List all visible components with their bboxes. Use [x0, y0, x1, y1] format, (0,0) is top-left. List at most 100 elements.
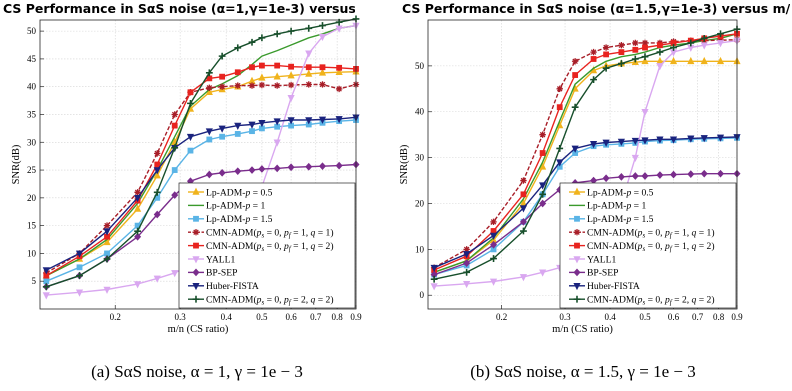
data-point — [631, 137, 639, 146]
data-point — [687, 39, 695, 47]
data-point — [171, 144, 179, 152]
y-tick-label: 50 — [27, 26, 37, 36]
data-point — [287, 27, 295, 35]
data-point — [305, 24, 313, 32]
data-point — [218, 125, 226, 133]
legend-label-part: p — [625, 201, 631, 212]
data-point — [539, 182, 547, 190]
data-point — [153, 275, 161, 283]
data-point — [700, 135, 708, 143]
data-point — [520, 191, 527, 198]
data-point — [700, 42, 708, 50]
series-line — [433, 136, 738, 269]
y-tick-label: 30 — [27, 137, 37, 147]
data-point — [602, 44, 610, 51]
legend-entry: CMN-ADM(ps = 0, pf = 2, q = 2) — [188, 295, 334, 307]
legend-label-part: = 2) — [696, 241, 714, 252]
legend-label-part: s — [642, 299, 645, 307]
legend-entry: Lp-ADM-p = 1.5 — [569, 214, 654, 225]
panel-caption: (a) SαS noise, α = 1, γ = 1e − 3 — [91, 362, 303, 381]
data-point — [318, 33, 327, 42]
x-tick-label: 0.7 — [692, 312, 704, 322]
legend-label-part: q — [311, 241, 316, 252]
legend-label-part: q — [311, 295, 316, 306]
data-point — [305, 162, 313, 171]
data-point — [641, 56, 649, 65]
data-point — [335, 67, 343, 76]
legend-label: Huber-FISTA — [587, 281, 640, 292]
y-axis-label: SNR(dB) — [11, 144, 22, 184]
data-point — [590, 76, 597, 84]
legend-label-part: Huber-FISTA — [206, 281, 259, 292]
legend-label-part: p — [256, 295, 262, 306]
data-point — [218, 52, 226, 60]
data-point — [103, 237, 111, 246]
data-point — [248, 166, 256, 174]
data-point — [134, 204, 142, 212]
legend-label: Lp-ADM-p = 1 — [587, 201, 646, 212]
x-tick-label: 0.6 — [285, 312, 297, 322]
legend-label-part: p — [283, 295, 289, 306]
y-tick-label: 35 — [27, 109, 37, 119]
legend-entry: CMN-ADM(ps = 0, pf = 1, q = 2) — [569, 241, 715, 253]
legend-label-part: CMN-ADM( — [587, 295, 638, 306]
data-point — [134, 195, 142, 203]
data-point — [641, 108, 649, 117]
data-point — [641, 172, 649, 180]
data-point — [489, 278, 498, 286]
legend-marker — [193, 242, 199, 249]
data-point — [717, 30, 724, 38]
legend-label-part: = 1, — [672, 241, 692, 252]
legend-label-part: = 1) — [696, 228, 714, 239]
legend-label-part: p — [637, 295, 643, 306]
data-point — [42, 292, 50, 300]
data-point — [287, 71, 295, 79]
legend-label-part: BP-SEP — [206, 268, 237, 279]
data-point — [318, 68, 327, 76]
data-point — [519, 217, 527, 226]
data-point — [219, 73, 226, 80]
data-point — [273, 30, 281, 38]
legend-label-part: q — [692, 228, 697, 239]
x-tick-label: 0.8 — [713, 312, 725, 322]
data-point — [700, 34, 708, 42]
series-line — [45, 116, 357, 271]
x-tick-label: 0.8 — [332, 312, 344, 322]
data-point — [287, 163, 295, 172]
legend-label-part: CMN-ADM( — [587, 241, 638, 252]
legend-marker — [573, 229, 581, 236]
data-point — [258, 120, 266, 128]
data-point — [206, 136, 213, 143]
data-point — [305, 81, 312, 88]
legend-label-part: q — [692, 241, 697, 252]
data-point — [249, 128, 255, 135]
data-point — [656, 63, 664, 71]
legend-label-part: Lp-ADM- — [206, 201, 245, 212]
data-point — [539, 199, 547, 208]
data-point — [670, 170, 678, 179]
legend-label-part: = 0, — [645, 295, 665, 306]
y-tick-label: 50 — [415, 61, 425, 71]
legend-label: Huber-FISTA — [206, 281, 259, 292]
y-tick-label: 20 — [415, 198, 425, 208]
x-tick-label: 0.6 — [668, 312, 680, 322]
legend-label-part: = 2) — [315, 295, 333, 306]
data-point — [463, 251, 471, 259]
legend-label-part: = 0, — [645, 228, 665, 239]
series-line — [45, 71, 357, 277]
data-point — [519, 274, 528, 282]
legend-label-part: = 0, — [645, 241, 665, 252]
data-point — [602, 139, 610, 147]
legend-label-part: s — [261, 299, 264, 307]
panel-caption: (b) SαS noise, α = 1.5, γ = 1e − 3 — [470, 362, 696, 381]
y-tick-label: 5 — [32, 276, 37, 286]
legend-marker — [192, 268, 200, 277]
data-point — [430, 283, 438, 291]
legend-label-part: p — [637, 228, 643, 239]
legend-label-part: = 0, — [264, 241, 284, 252]
data-point — [103, 255, 111, 263]
chart-panel-a: 0.2 0.3 0.4 0.5 0.6 0.7 0.8 0.9 5 10 15 20 25 30 35 40 4… — [3, 1, 362, 381]
data-point — [490, 240, 498, 249]
data-point — [249, 64, 255, 71]
